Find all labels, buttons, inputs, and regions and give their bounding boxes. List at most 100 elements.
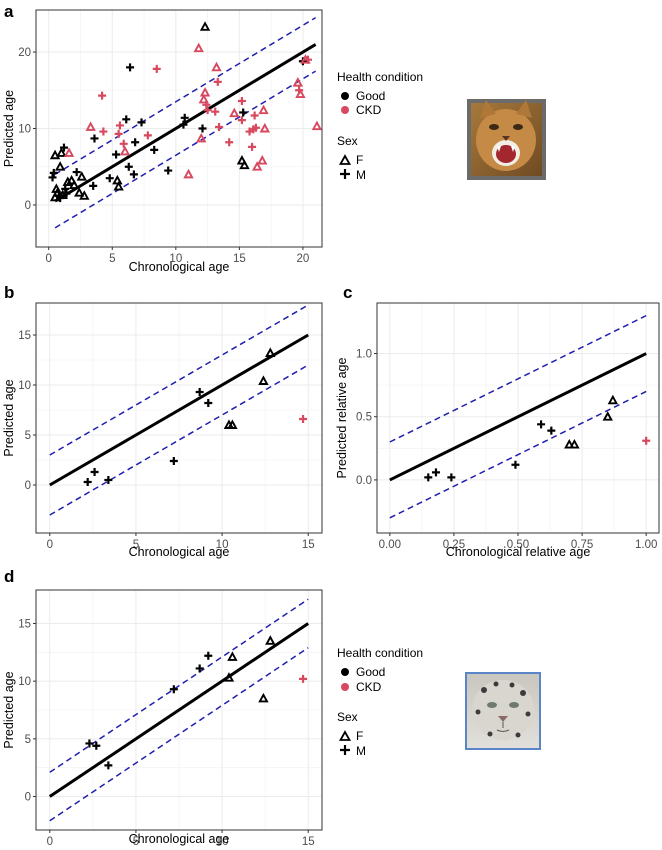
point-male [203,106,212,115]
point-male [299,415,308,423]
legend-good-marker [341,92,349,100]
fit-line [389,352,647,482]
y-tick-label: 0.0 [356,475,372,487]
point-male [131,138,140,147]
chart-panel-d: 0 5 10 15 0 5 10 15 Chronological age Predicted a… [2,589,323,848]
chart-panel-a: 0 5 10 15 20 0 10 20 Chronological age Predicted … [2,9,323,274]
plot-frame [35,9,323,248]
point-female [193,42,204,53]
point-male [537,420,546,429]
point-female [66,174,77,185]
point-male [98,91,107,100]
point-female [259,122,271,133]
point-female [76,171,87,181]
legend-m-marker [340,169,350,179]
point-male [105,174,114,183]
point-male [211,107,220,116]
point-male [124,162,133,171]
point-male [48,173,57,182]
legend-bottom: Health condition Good CKD Sex F M [337,646,423,758]
data-points [48,21,323,203]
point-female [74,187,85,197]
plot-frame [376,302,660,534]
fit-lines [389,314,647,519]
point-male [239,108,248,117]
point-male [195,388,204,396]
fit-line [48,622,310,798]
legend-m-label-2: M [356,744,366,758]
point-female [265,635,276,645]
point-male [62,189,71,198]
y-tick-label: 0.5 [356,412,372,424]
data-points [424,394,651,482]
point-female [199,86,211,97]
point-male [150,145,159,154]
point-female [113,181,124,191]
legend-ckd-marker-2 [341,683,349,691]
x-tick-label: 5 [109,253,115,265]
x-tick-label: 0.25 [443,539,465,551]
plot-frame [35,302,323,534]
point-female [569,438,580,449]
point-female [85,121,96,131]
point-male [152,64,161,73]
fit-lines [54,17,317,229]
y-axis-title: Predicted relative age [335,358,349,479]
point-male [213,77,222,86]
y-tick-label: 15 [18,618,31,630]
x-axis-title: Chronological relative age [446,545,591,559]
point-female [258,692,269,703]
point-female [57,189,68,199]
point-male [90,134,99,143]
panel-label-b: b [4,283,14,302]
legend-f-marker-2 [338,730,352,741]
upper-band-line [54,17,317,176]
point-female [257,155,268,165]
legend-f-label-2: F [356,729,363,743]
legend-m-marker-2 [340,745,350,755]
x-tick-label: 0.75 [571,539,593,551]
point-male [195,664,204,673]
x-tick-label: 5 [133,836,139,848]
x-tick-label: 0.00 [379,539,401,551]
point-female [199,21,211,31]
point-male [431,468,440,477]
point-male [169,685,178,694]
y-tick-label: 20 [18,47,31,59]
x-tick-label: 15 [233,253,246,265]
y-tick-label: 10 [18,124,31,136]
x-tick-label: 0.50 [507,539,529,551]
point-female [119,145,131,156]
point-female [196,132,207,143]
x-tick-label: 0 [47,836,53,848]
upper-band-line [389,314,647,443]
point-male [424,473,433,482]
point-male [61,184,70,193]
point-female [227,419,238,429]
y-tick-label: 0 [25,480,31,492]
point-male [112,150,121,159]
legend-ckd-label-2: CKD [356,680,382,694]
point-female [79,190,90,200]
data-points [85,635,308,770]
x-tick-label: 0 [46,253,52,265]
y-tick-label: 5 [25,430,31,442]
x-tick-label: 5 [133,539,139,551]
legend-f-label: F [356,153,363,167]
point-male [90,468,99,476]
point-male [204,651,213,660]
point-male [99,127,108,136]
point-male [202,100,211,109]
point-female [236,155,248,165]
legend-good-marker-2 [341,668,349,676]
point-male [179,120,188,129]
chart-panel-b: 0 5 10 15 0 5 10 15 Chronological age Predicted a… [2,302,323,559]
point-male [104,761,113,770]
fit-line [54,43,317,203]
point-female [292,77,304,87]
fit-line [49,333,309,487]
point-female [602,411,613,421]
y-tick-label: 15 [18,330,31,342]
y-axis-title: Predicted age [2,671,16,748]
lower-band-line [389,390,647,519]
